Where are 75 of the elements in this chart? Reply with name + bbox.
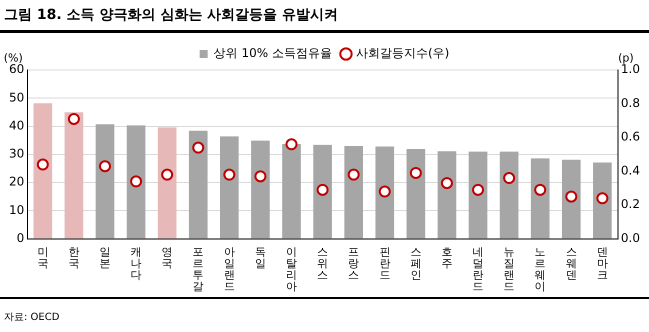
point: [223, 168, 236, 181]
point: [348, 168, 360, 181]
bar: [96, 124, 114, 238]
y-tick-label: 20: [8, 174, 24, 189]
y-tick-label: 0: [16, 230, 24, 245]
point: [378, 186, 391, 198]
x-tick-label: 캐나다: [130, 245, 142, 282]
bar: [251, 140, 270, 238]
bar: [126, 125, 146, 238]
point: [565, 190, 578, 203]
point: [316, 184, 329, 196]
bar: [282, 144, 301, 238]
text: 자료: OECD: [4, 311, 60, 324]
point: [410, 166, 422, 179]
y2-tick-label: 0.0: [620, 230, 640, 245]
bar: [64, 112, 84, 238]
x-tick-label: 일본: [99, 245, 110, 270]
point: [254, 170, 266, 182]
bar: [593, 162, 612, 238]
bar: [562, 160, 581, 238]
point: [596, 192, 608, 204]
bar: [344, 146, 364, 238]
x-tick-label: 아일랜드: [224, 245, 235, 294]
point: [68, 112, 80, 125]
x-tick-label: 영국: [162, 245, 173, 270]
point: [503, 172, 516, 184]
x-tick-label: 뉴질랜드: [504, 245, 515, 294]
point: [192, 142, 204, 154]
y-axis-title: (%): [4, 51, 23, 64]
y2-axis-title: (p): [618, 51, 634, 64]
bar: [158, 127, 176, 238]
x-tick-label: 포르투갈: [192, 245, 204, 294]
y2-tick-label: 0.6: [620, 130, 640, 144]
point: [440, 177, 453, 190]
bar: [375, 146, 394, 238]
x-tick-label: 스페인: [410, 245, 422, 282]
bar: [500, 152, 518, 238]
bar: [313, 144, 332, 238]
point: [286, 138, 298, 150]
x-tick-label: 호주: [441, 245, 452, 270]
y2-tick-label: 0.8: [620, 96, 640, 110]
bar: [188, 130, 208, 238]
x-tick-label: 한국: [68, 245, 80, 270]
bar: [220, 136, 239, 238]
y-tick-label: 50: [8, 90, 24, 104]
bar: [438, 151, 456, 238]
y2-tick-label: 0.4: [620, 163, 640, 178]
bar: [530, 158, 550, 238]
y-tick-label: 40: [8, 118, 24, 132]
x-tick-label: 스웨덴: [566, 245, 577, 282]
point: [472, 184, 484, 196]
x-tick-label: 독일: [254, 245, 266, 270]
point: [161, 168, 174, 181]
x-tick-label: 노르웨이: [534, 245, 546, 294]
point: [130, 175, 142, 188]
x-tick-label: 미국: [37, 245, 48, 270]
point: [534, 184, 546, 196]
x-tick-label: 이탈리아: [286, 245, 298, 294]
x-tick-label: 핀란드: [379, 245, 390, 282]
x-tick-label: 네덜란드: [472, 245, 484, 294]
y-tick-label: 30: [8, 146, 24, 161]
bar: [468, 152, 488, 238]
y-tick-label: 10: [8, 202, 24, 217]
x-tick-label: 덴마크: [596, 245, 608, 282]
point: [36, 158, 49, 171]
bar: [33, 103, 52, 238]
chart-title: 그림 18. 소득 양극화의 심화는 사회갈등을 유발시켜: [4, 6, 338, 24]
x-tick-label: 프랑스: [348, 245, 360, 282]
legend-label: 사회갈등지수(우): [356, 46, 450, 60]
y2-tick-label: 0.2: [620, 197, 640, 212]
y-tick-label: 60: [8, 62, 24, 76]
x-tick-label: 스위스: [317, 245, 328, 282]
legend-label: 상위 10% 소득점유율: [214, 46, 332, 60]
bar: [406, 149, 426, 238]
point: [98, 160, 111, 172]
